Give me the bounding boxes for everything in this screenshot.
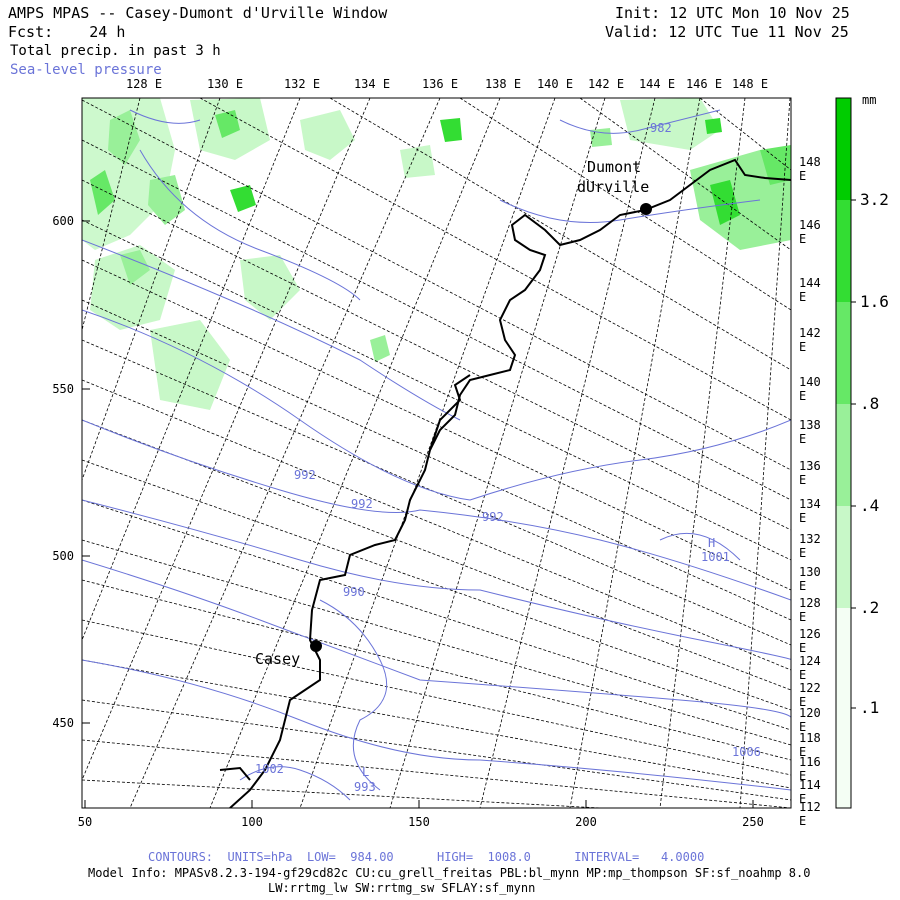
high-marker: H (708, 536, 716, 550)
colorbar-swatch (836, 302, 851, 404)
colorbar-swatch (836, 200, 851, 302)
casey-label: Casey (255, 650, 301, 668)
frame-ticks (82, 220, 754, 808)
colorbar-unit: mm (862, 93, 877, 107)
slp-contours (82, 109, 791, 801)
right-lon-tick: 132 E (799, 532, 821, 560)
contour-label: 992 (351, 497, 373, 511)
right-lon-tick: 112 E (799, 800, 821, 828)
low-marker: L (362, 765, 370, 779)
right-lon-tick: 116 E (799, 755, 821, 783)
right-lon-tick: 144 E (799, 276, 821, 304)
right-lon-tick: 126 E (799, 627, 821, 655)
top-lon-tick: 132 E (283, 77, 321, 91)
colorbar-label: 3.2 (860, 190, 889, 209)
contour-label: 1001 (701, 550, 730, 564)
field-label: Total precip. in past 3 h (10, 43, 221, 59)
x-tick-label: 250 (742, 815, 764, 829)
right-lon-tick: 142 E (799, 326, 821, 354)
top-lon-tick: 146 E (685, 77, 723, 91)
right-lon-tick: 134 E (799, 497, 821, 525)
y-tick-label: 550 (52, 382, 74, 396)
init-time: Init: 12 UTC Mon 10 Nov 25 (615, 4, 850, 22)
top-lon-tick: 136 E (421, 77, 459, 91)
contour-info: CONTOURS: UNITS=hPa LOW= 984.00 HIGH= 10… (148, 850, 705, 864)
casey-marker (310, 640, 322, 652)
top-lon-tick: 134 E (353, 77, 391, 91)
x-tick-label: 200 (575, 815, 597, 829)
right-lon-tick: 146 E (799, 218, 821, 246)
coastline (219, 158, 791, 808)
top-lon-tick: 148 E (731, 77, 769, 91)
top-lon-tick: 142 E (587, 77, 625, 91)
top-lon-tick: 128 E (125, 77, 163, 91)
right-lon-tick: 118 E (799, 731, 821, 759)
right-lon-tick: 130 E (799, 565, 821, 593)
valid-time: Valid: 12 UTC Tue 11 Nov 25 (605, 23, 849, 41)
right-lon-tick: 124 E (799, 654, 821, 682)
colorbar-swatch (836, 98, 851, 200)
colorbar-swatch (836, 608, 851, 808)
model-info: Model Info: MPASv8.2.3-194-gf29cd82c CU:… (88, 866, 811, 880)
contour-label: 993 (354, 780, 376, 794)
model-info-2: LW:rrtmg_lw SW:rrtmg_sw SFLAY:sf_mynn (268, 881, 536, 895)
top-lon-tick: 138 E (484, 77, 522, 91)
dumont-label: Dumont (587, 158, 642, 176)
right-lon-tick: 136 E (799, 459, 821, 487)
colorbar (835, 97, 856, 809)
map-frame (81, 97, 792, 809)
colorbar-label: 1.6 (860, 292, 889, 311)
top-lon-tick: 140 E (536, 77, 574, 91)
x-tick-label: 150 (408, 815, 430, 829)
y-tick-label: 500 (52, 549, 74, 563)
y-tick-label: 450 (52, 716, 74, 730)
durville-label: dUrville (577, 178, 650, 196)
colorbar-swatch (836, 506, 851, 608)
right-lon-tick: 122 E (799, 681, 821, 709)
dumont-durville-marker (640, 203, 652, 215)
latlon-grid (82, 98, 791, 808)
forecast-label: Fcst: 24 h (8, 23, 125, 41)
contour-label: 990 (343, 585, 365, 599)
right-lon-tick: 114 E (799, 778, 821, 806)
contour-label: 1002 (255, 762, 284, 776)
colorbar-label: .1 (860, 698, 880, 717)
colorbar-label: .4 (860, 496, 880, 515)
contour-label: 992 (482, 510, 504, 524)
colorbar-label: .2 (860, 598, 880, 617)
right-lon-tick: 140 E (799, 375, 821, 403)
right-lon-tick: 128 E (799, 596, 821, 624)
contour-label: 982 (650, 121, 672, 135)
y-tick-label: 600 (52, 214, 74, 228)
right-lon-tick: 120 E (799, 706, 821, 734)
fcst-label: Fcst: (8, 23, 54, 41)
right-lon-tick: 138 E (799, 418, 821, 446)
contour-field-label: Sea-level pressure (10, 62, 162, 78)
colorbar-label: .8 (860, 394, 880, 413)
fcst-value: 24 h (89, 23, 126, 41)
top-lon-tick: 144 E (638, 77, 676, 91)
right-lon-tick: 148 E (799, 155, 821, 183)
top-lon-tick: 130 E (206, 77, 244, 91)
x-tick-label: 50 (77, 815, 93, 829)
contour-label: 992 (294, 468, 316, 482)
contour-label: 1006 (732, 745, 761, 759)
title: AMPS MPAS -- Casey-Dumont d'Urville Wind… (8, 4, 388, 22)
x-tick-label: 100 (241, 815, 263, 829)
colorbar-swatch (836, 404, 851, 506)
